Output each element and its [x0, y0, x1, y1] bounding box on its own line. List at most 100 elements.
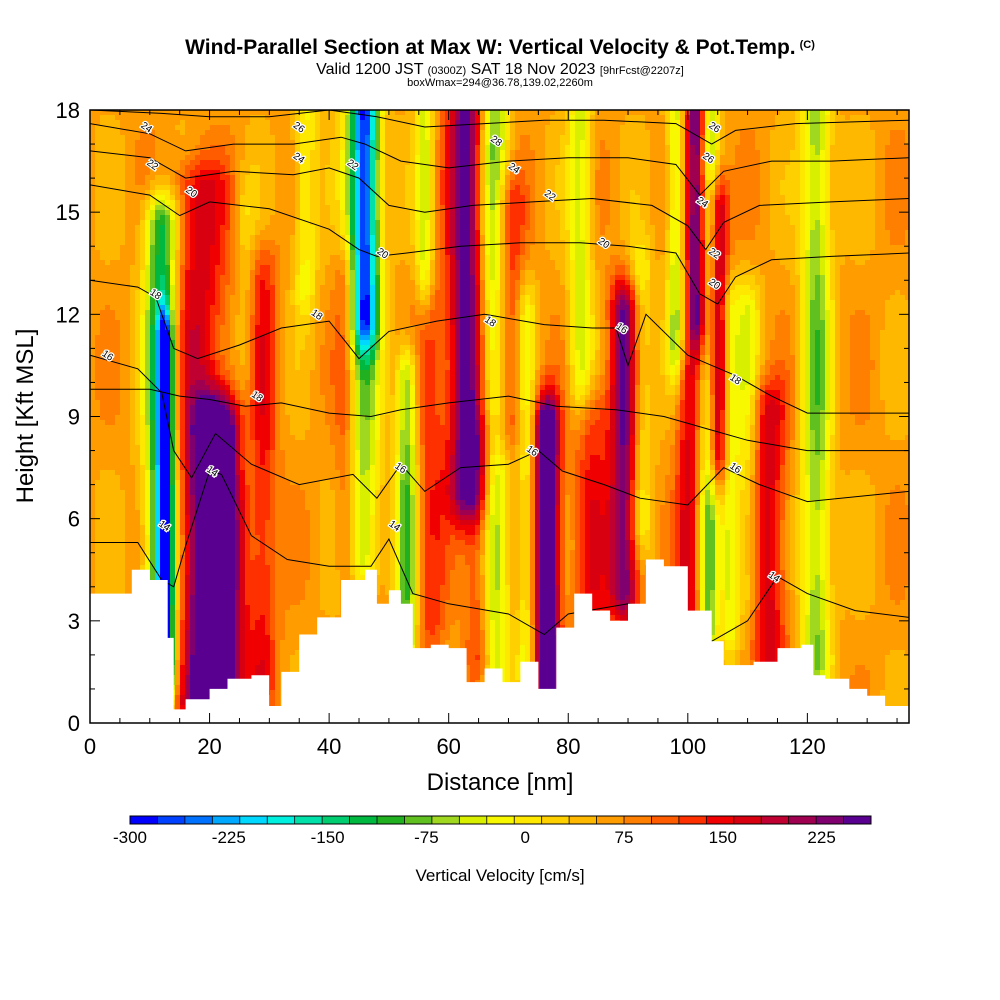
field-cell [680, 200, 686, 206]
field-cell [490, 145, 496, 151]
field-cell [175, 180, 181, 186]
field-cell [275, 255, 281, 261]
field-cell [610, 180, 616, 186]
field-cell [885, 195, 891, 201]
field-cell [545, 200, 551, 206]
field-cell [405, 240, 411, 246]
field-cell [570, 170, 576, 176]
field-cell [340, 240, 346, 246]
field-cell [815, 135, 821, 141]
field-cell [495, 150, 501, 156]
field-cell [120, 120, 126, 126]
field-cell [645, 185, 651, 191]
field-cell [240, 200, 246, 206]
field-cell [760, 215, 766, 221]
field-cell [895, 145, 901, 151]
field-cell [260, 235, 266, 241]
field-cell [775, 115, 781, 121]
field-cell [850, 175, 856, 181]
field-cell [470, 205, 476, 211]
field-cell [825, 115, 831, 121]
field-cell [795, 175, 801, 181]
field-cell [835, 230, 841, 236]
field-cell [545, 185, 551, 191]
field-cell [780, 120, 786, 126]
field-cell [480, 245, 486, 251]
field-cell [855, 250, 861, 256]
field-cell [400, 195, 406, 201]
field-cell [165, 115, 171, 121]
field-cell [660, 135, 666, 141]
field-cell [780, 140, 786, 146]
field-cell [720, 185, 726, 191]
field-cell [140, 135, 146, 141]
field-cell [140, 185, 146, 191]
field-cell [875, 240, 881, 246]
field-cell [860, 200, 866, 206]
field-cell [185, 260, 191, 266]
field-cell [630, 205, 636, 211]
field-cell [310, 245, 316, 251]
field-cell [825, 235, 831, 241]
field-cell [245, 260, 251, 266]
field-cell [895, 255, 901, 261]
field-cell [330, 220, 336, 226]
field-cell [220, 205, 226, 211]
field-cell [750, 160, 756, 166]
field-cell [540, 255, 546, 261]
field-cell [100, 250, 106, 256]
field-cell [465, 205, 471, 211]
field-cell [195, 120, 201, 126]
field-cell [485, 235, 491, 241]
field-cell [125, 260, 131, 266]
field-cell [485, 115, 491, 121]
field-cell [210, 245, 216, 251]
field-cell [890, 170, 896, 176]
field-cell [155, 170, 161, 176]
field-cell [675, 215, 681, 221]
field-cell [435, 175, 441, 181]
field-cell [800, 120, 806, 126]
field-cell [205, 165, 211, 171]
field-cell [445, 170, 451, 176]
field-cell [155, 210, 161, 216]
field-cell [770, 200, 776, 206]
field-cell [185, 135, 191, 141]
field-cell [150, 225, 156, 231]
field-cell [530, 190, 536, 196]
field-cell [160, 260, 166, 266]
field-cell [90, 205, 96, 211]
field-cell [115, 215, 121, 221]
field-cell [600, 180, 606, 186]
field-cell [325, 140, 331, 146]
field-cell [440, 140, 446, 146]
field-cell [530, 255, 536, 261]
field-cell [720, 240, 726, 246]
field-cell [370, 130, 376, 136]
field-cell [455, 200, 461, 206]
field-cell [865, 175, 871, 181]
field-cell [115, 245, 121, 251]
field-cell [455, 170, 461, 176]
field-cell [380, 250, 386, 256]
field-cell [700, 210, 706, 216]
field-cell [850, 130, 856, 136]
field-cell [510, 170, 516, 176]
field-cell [540, 185, 546, 191]
field-cell [630, 185, 636, 191]
field-cell [790, 120, 796, 126]
field-cell [595, 160, 601, 166]
field-cell [280, 180, 286, 186]
field-cell [715, 195, 721, 201]
field-cell [90, 130, 96, 136]
field-cell [540, 245, 546, 251]
field-cell [130, 230, 136, 236]
field-cell [165, 245, 171, 251]
field-cell [200, 245, 206, 251]
field-cell [175, 135, 181, 141]
field-cell [430, 210, 436, 216]
field-cell [650, 220, 656, 226]
field-cell [140, 260, 146, 266]
field-cell [485, 200, 491, 206]
field-cell [640, 150, 646, 156]
